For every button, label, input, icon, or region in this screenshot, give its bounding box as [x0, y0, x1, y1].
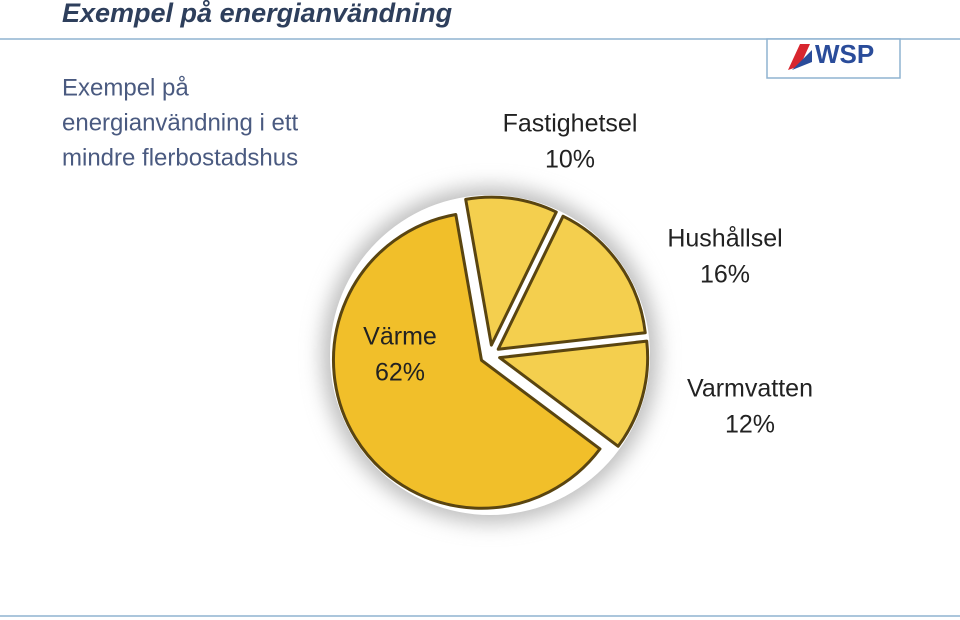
slice-label: Fastighetsel: [503, 110, 638, 138]
pie-slice: [332, 212, 602, 510]
logo-box: [766, 38, 901, 79]
logo-text: WSP: [815, 39, 874, 69]
slice-value-label: 16%: [700, 261, 750, 289]
subtitle-line: energianvändning i ett: [62, 109, 299, 136]
pie-slice: [496, 214, 647, 351]
pie-slice: [498, 339, 650, 448]
slice-label: Hushållsel: [667, 225, 782, 253]
pie-slice: [464, 195, 558, 347]
slice-label: Värme: [363, 323, 437, 351]
slice-value-label: 12%: [725, 411, 775, 439]
slice-value-label: 10%: [545, 146, 595, 174]
subtitle-line: Exempel på: [62, 74, 189, 101]
slide-title: Exempel på energianvändning: [62, 0, 453, 28]
subtitle-line: mindre flerbostadshus: [62, 144, 298, 171]
logo-mark: [788, 44, 810, 70]
slice-value-label: 62%: [375, 359, 425, 387]
slice-label: Varmvatten: [687, 375, 813, 403]
logo-mark: [792, 50, 812, 70]
